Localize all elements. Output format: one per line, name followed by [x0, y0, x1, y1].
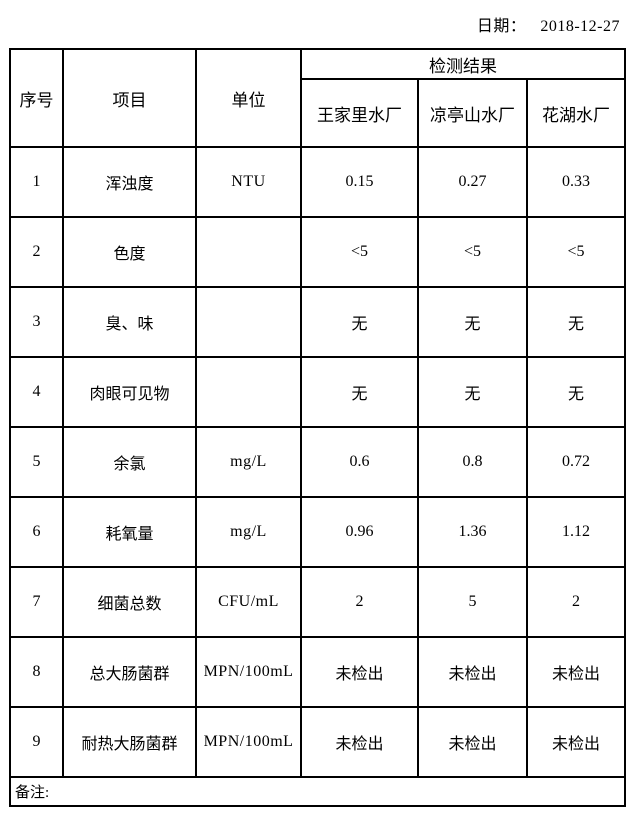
table-row: 5 余氯 mg/L 0.6 0.8 0.72	[9, 426, 627, 498]
table-row: 1 浑浊度 NTU 0.15 0.27 0.33	[9, 146, 627, 218]
row-no: 7	[9, 566, 64, 638]
row-value: 0.96	[300, 496, 419, 568]
row-value: <5	[525, 216, 627, 288]
header-row-plants: 王家里水厂 凉亭山水厂 花湖水厂	[10, 78, 627, 148]
row-value: 未检出	[525, 706, 627, 778]
date-label: 日期：	[476, 18, 527, 35]
remarks-row: 备注:	[8, 776, 627, 807]
row-no: 3	[9, 286, 64, 358]
row-value: 1.12	[525, 496, 627, 568]
row-no: 9	[9, 706, 64, 778]
row-value: 未检出	[300, 636, 419, 708]
row-unit	[195, 216, 302, 288]
row-value: 0.72	[525, 426, 627, 498]
row-item: 耗氧量	[62, 496, 197, 568]
header-plant-2: 凉亭山水厂	[417, 78, 528, 148]
row-no: 5	[9, 426, 64, 498]
row-item: 色度	[62, 216, 197, 288]
row-value: 2	[525, 566, 627, 638]
table-row: 9 耐热大肠菌群 MPN/100mL 未检出 未检出 未检出	[9, 706, 627, 778]
row-value: 无	[300, 286, 419, 358]
row-value: 无	[417, 356, 528, 428]
row-unit: CFU/mL	[195, 566, 302, 638]
table-body: 1 浑浊度 NTU 0.15 0.27 0.33 2 色度 <5 <5 <5 3 臭、味无无无 4 肉眼可见…	[9, 146, 627, 778]
row-value: 0.6	[300, 426, 419, 498]
row-no: 2	[9, 216, 64, 288]
row-unit: mg/L	[195, 496, 302, 568]
table-footer: 备注:	[8, 776, 627, 807]
row-value: <5	[417, 216, 528, 288]
row-value: 1.36	[417, 496, 528, 568]
row-unit: MPN/100mL	[195, 636, 302, 708]
row-unit	[195, 356, 302, 428]
report-date: 日期： 2018-12-27	[477, 12, 620, 36]
row-no: 1	[9, 146, 64, 218]
date-value: 2018-12-27	[540, 18, 620, 35]
header-plant-3: 花湖水厂	[525, 78, 627, 148]
row-item: 耐热大肠菌群	[62, 706, 197, 778]
row-value: 未检出	[525, 636, 627, 708]
row-unit: MPN/100mL	[195, 706, 302, 778]
row-no: 8	[9, 636, 64, 708]
row-value: 0.8	[417, 426, 528, 498]
row-value: 0.33	[525, 146, 627, 218]
row-value: 无	[525, 356, 627, 428]
row-value: 未检出	[417, 636, 528, 708]
row-value: 0.27	[417, 146, 528, 218]
header-unit: 单位	[195, 48, 302, 148]
row-no: 6	[9, 496, 64, 568]
row-item: 总大肠菌群	[62, 636, 197, 708]
header-result-group: 检测结果	[299, 48, 627, 80]
table-header: 序号 项目 单位 检测结果 王家里水厂 凉亭山水厂 花湖水厂	[9, 48, 627, 148]
water-quality-table: 序号 项目 单位 检测结果 王家里水厂 凉亭山水厂 花湖水厂 1 浑浊度 NTU 0.…	[8, 48, 627, 807]
row-value: <5	[300, 216, 419, 288]
row-value: 无	[417, 286, 528, 358]
table-row: 4 肉眼可见物无无无	[9, 356, 627, 428]
row-value: 0.15	[300, 146, 419, 218]
table-row: 3 臭、味无无无	[9, 286, 627, 358]
row-unit	[195, 286, 302, 358]
row-item: 臭、味	[62, 286, 197, 358]
row-value: 无	[525, 286, 627, 358]
row-value: 未检出	[300, 706, 419, 778]
row-unit: mg/L	[195, 426, 302, 498]
header-row-group: 序号 项目 单位 检测结果	[9, 48, 627, 148]
row-value: 未检出	[417, 706, 528, 778]
remarks-label: 备注:	[8, 776, 627, 807]
header-no: 序号	[9, 48, 64, 148]
header-item: 项目	[62, 48, 197, 148]
row-value: 无	[300, 356, 419, 428]
table-row: 8 总大肠菌群 MPN/100mL 未检出 未检出 未检出	[9, 636, 627, 708]
row-item: 细菌总数	[62, 566, 197, 638]
row-value: 5	[417, 566, 528, 638]
table-row: 6 耗氧量 mg/L 0.96 1.36 1.12	[9, 496, 627, 568]
header-plant-1: 王家里水厂	[300, 78, 419, 148]
row-unit: NTU	[195, 146, 302, 218]
row-item: 肉眼可见物	[62, 356, 197, 428]
row-no: 4	[9, 356, 64, 428]
row-value: 2	[300, 566, 419, 638]
table-row: 2 色度 <5 <5 <5	[9, 216, 627, 288]
table-row: 7 细菌总数 CFU/mL 2 5 2	[9, 566, 627, 638]
row-item: 余氯	[62, 426, 197, 498]
row-item: 浑浊度	[62, 146, 197, 218]
